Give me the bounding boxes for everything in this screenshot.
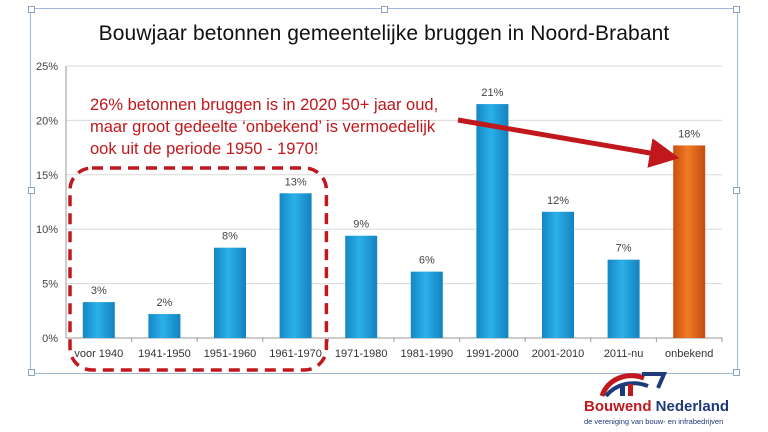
bar bbox=[607, 259, 640, 338]
data-label: 21% bbox=[481, 87, 503, 99]
data-label: 9% bbox=[353, 219, 369, 231]
y-tick-label: 15% bbox=[36, 170, 58, 182]
x-tick-label: 1951-1960 bbox=[204, 348, 257, 360]
data-label: 18% bbox=[678, 128, 700, 140]
highlight-box bbox=[68, 166, 329, 372]
bar bbox=[214, 247, 246, 338]
bar bbox=[82, 302, 115, 338]
annotation-text: 26% betonnen bruggen is in 2020 50+ jaar… bbox=[90, 94, 470, 160]
logo-name: Bouwend Nederland bbox=[584, 398, 729, 415]
x-tick-label: 1941-1950 bbox=[138, 348, 191, 360]
logo-mark-icon bbox=[599, 372, 668, 398]
resize-handle[interactable] bbox=[28, 6, 35, 13]
y-tick-label: 25% bbox=[36, 61, 58, 73]
bar bbox=[410, 271, 443, 338]
bar bbox=[148, 314, 181, 338]
x-tick-label: onbekend bbox=[665, 348, 713, 360]
bar bbox=[279, 193, 312, 338]
logo-name-part2: Nederland bbox=[651, 398, 730, 415]
data-label: 2% bbox=[156, 297, 172, 309]
chart-title: Bouwjaar betonnen gemeentelijke bruggen … bbox=[98, 22, 670, 45]
bar bbox=[345, 235, 378, 338]
data-label: 3% bbox=[91, 285, 107, 297]
bar bbox=[673, 145, 706, 338]
y-tick-label: 10% bbox=[36, 224, 58, 236]
resize-handle[interactable] bbox=[733, 187, 740, 194]
x-tick-label: 1961-1970 bbox=[269, 348, 322, 360]
annotation-line: maar groot gedeelte ‘onbekend’ is vermoe… bbox=[90, 118, 436, 136]
logo-tagline: de vereniging van bouw- en infrabedrijve… bbox=[584, 417, 724, 426]
x-tick-label: 1971-1980 bbox=[335, 348, 388, 360]
logo-name-part1: Bouwend bbox=[584, 398, 652, 415]
y-tick-label: 0% bbox=[42, 333, 58, 345]
data-label: 7% bbox=[616, 243, 632, 255]
bar bbox=[542, 211, 574, 338]
resize-handle[interactable] bbox=[28, 187, 35, 194]
x-tick-label: 1991-2000 bbox=[466, 348, 519, 360]
x-tick-label: voor 1940 bbox=[74, 348, 123, 360]
data-label: 12% bbox=[547, 195, 569, 207]
x-tick-label: 2001-2010 bbox=[532, 348, 585, 360]
x-tick-label: 2011-nu bbox=[604, 348, 644, 360]
annotation-line: ook uit de periode 1950 - 1970! bbox=[90, 140, 319, 158]
data-label: 6% bbox=[419, 255, 435, 267]
y-tick-label: 5% bbox=[42, 279, 58, 291]
data-label: 13% bbox=[285, 176, 307, 188]
bar bbox=[476, 104, 509, 338]
resize-handle[interactable] bbox=[733, 6, 740, 13]
company-logo: Bouwend Nederland de vereniging van bouw… bbox=[584, 368, 734, 428]
resize-handle[interactable] bbox=[733, 369, 740, 376]
resize-handle[interactable] bbox=[381, 6, 388, 13]
x-tick-label: 1981-1990 bbox=[400, 348, 453, 360]
resize-handle[interactable] bbox=[28, 369, 35, 376]
y-tick-label: 20% bbox=[36, 115, 58, 127]
data-label: 8% bbox=[222, 231, 238, 243]
annotation-arrow bbox=[457, 117, 680, 168]
annotation-line: 26% betonnen bruggen is in 2020 50+ jaar… bbox=[90, 96, 439, 114]
